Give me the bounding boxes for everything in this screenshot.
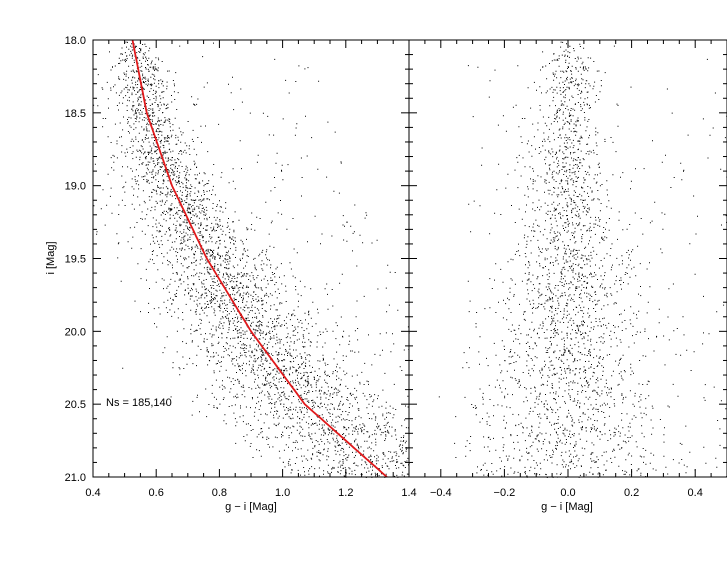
right-scatter-points bbox=[438, 41, 727, 478]
right-x-tick-labels: −0.4 −0.2 0.0 0.2 0.4 bbox=[430, 487, 703, 499]
y-tick-label: 18.5 bbox=[65, 108, 86, 120]
y-tick-label: 19.0 bbox=[65, 181, 86, 193]
x-tick-label: 1.0 bbox=[275, 487, 290, 499]
x-tick-label: 1.2 bbox=[338, 487, 353, 499]
right-x-axis-label: g − i [Mag] bbox=[541, 501, 593, 513]
y-tick-label: 18.0 bbox=[65, 35, 86, 47]
y-tick-label: 21.0 bbox=[65, 472, 86, 484]
left-x-axis-label: g − i [Mag] bbox=[225, 501, 277, 513]
y-tick-label: 20.0 bbox=[65, 326, 86, 338]
left-x-tick-labels: 0.4 0.6 0.8 1.0 1.2 1.4 bbox=[85, 487, 416, 499]
sample-count-annotation: Ns = 185,140 bbox=[106, 397, 172, 409]
y-axis-label: i [Mag] bbox=[45, 241, 57, 274]
x-tick-label: −0.4 bbox=[430, 487, 452, 499]
left-plot-frame bbox=[92, 39, 410, 478]
x-tick-label: 0.4 bbox=[688, 487, 703, 499]
scatter-point bbox=[438, 41, 727, 478]
fit-curve bbox=[131, 39, 388, 478]
x-tick-label: 0.2 bbox=[624, 487, 639, 499]
x-tick-label: 1.4 bbox=[401, 487, 416, 499]
x-tick-label: 0.4 bbox=[85, 487, 100, 499]
x-tick-label: −0.2 bbox=[494, 487, 516, 499]
x-tick-label: 0.0 bbox=[560, 487, 575, 499]
left-scatter-points bbox=[93, 41, 410, 478]
y-tick-labels: 18.0 18.5 19.0 19.5 20.0 20.5 21.0 bbox=[65, 35, 86, 484]
scatter-point bbox=[93, 41, 410, 478]
x-tick-label: 0.6 bbox=[149, 487, 164, 499]
ticks bbox=[92, 39, 727, 478]
y-tick-label: 19.5 bbox=[65, 254, 86, 266]
x-tick-label: 0.8 bbox=[212, 487, 227, 499]
y-tick-label: 20.5 bbox=[65, 399, 86, 411]
right-plot-frame bbox=[408, 39, 727, 478]
